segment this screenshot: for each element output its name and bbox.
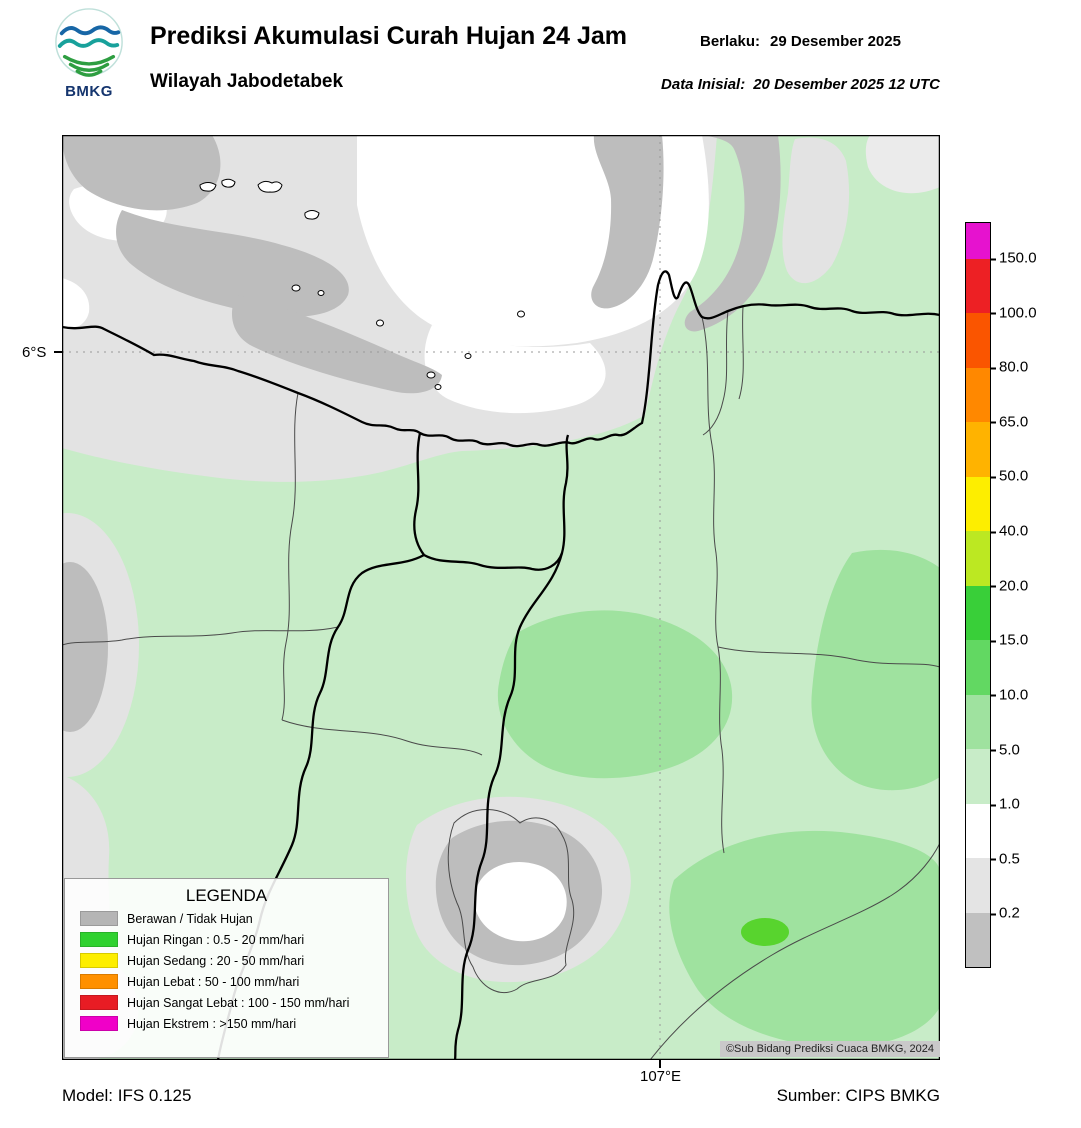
colorbar-segment (966, 803, 990, 859)
colorbar-segment (966, 476, 990, 532)
colorbar-segment (966, 313, 990, 368)
legend-label: Hujan Sangat Lebat : 100 - 150 mm/hari (127, 995, 350, 1010)
legend-item: Hujan Ringan : 0.5 - 20 mm/hari (65, 932, 388, 947)
map-legend: LEGENDA Berawan / Tidak Hujan Hujan Ring… (64, 878, 389, 1058)
page-title: Prediksi Akumulasi Curah Hujan 24 Jam (150, 22, 628, 50)
colorbar-segment (966, 258, 990, 314)
colorbar-segment (966, 223, 990, 259)
colorbar-segments (966, 223, 990, 967)
model-label: Model: IFS 0.125 (62, 1086, 192, 1105)
colorbar-ticks: 150.0 100.0 80.0 65.0 50.0 40.0 20.0 15.0 10.0 5.… (989, 222, 1059, 968)
rainfall-map (62, 135, 940, 1060)
colorbar-tick-label: 0.5 (990, 850, 1020, 868)
colorbar-tick-label: 100.0 (990, 304, 1037, 322)
legend-label: Hujan Lebat : 50 - 100 mm/hari (127, 974, 300, 989)
legend-item: Berawan / Tidak Hujan (65, 911, 388, 926)
colorbar-tick-label: 10.0 (989, 686, 1029, 704)
longitude-tick (659, 1060, 661, 1068)
legend-swatch-gray (80, 911, 118, 926)
legend-label: Berawan / Tidak Hujan (127, 911, 253, 926)
colorbar-tick-label: 80.0 (989, 358, 1029, 376)
legend-item: Hujan Sedang : 20 - 50 mm/hari (65, 953, 388, 968)
init-date: Data Inisial: 20 Desember 2025 12 UTC (661, 76, 940, 93)
longitude-label: 107°E (640, 1068, 682, 1085)
bmkg-logo-icon (55, 8, 123, 77)
colorbar-tick-label: 20.0 (989, 577, 1029, 595)
colorbar-segment (966, 640, 990, 695)
bmkg-logo: BMKG (48, 6, 130, 100)
colorbar-tick-label: 40.0 (989, 522, 1029, 540)
legend-swatch-yellow (80, 953, 118, 968)
valid-date-value: 29 Desember 2025 (770, 33, 901, 50)
legend-label: Hujan Ekstrem : >150 mm/hari (127, 1016, 297, 1031)
colorbar-segment (966, 585, 990, 641)
colorbar-tick-label: 15.0 (989, 631, 1029, 649)
colorbar-tick-label: 5.0 (990, 741, 1020, 759)
init-date-label: Data Inisial: (661, 76, 746, 93)
legend-item: Hujan Sangat Lebat : 100 - 150 mm/hari (65, 995, 388, 1010)
colorbar-segment (966, 694, 990, 750)
colorbar-segment (966, 422, 990, 477)
colorbar-segment (966, 531, 990, 586)
colorbar-tick-label: 50.0 (989, 467, 1029, 485)
colorbar-tick-label: 150.0 (990, 249, 1037, 267)
legend-item: Hujan Lebat : 50 - 100 mm/hari (65, 974, 388, 989)
colorbar-segment (966, 367, 990, 423)
colorbar-segment (966, 749, 990, 804)
legend-swatch-orange (80, 974, 118, 989)
legend-swatch-red (80, 995, 118, 1010)
legend-item: Hujan Ekstrem : >150 mm/hari (65, 1016, 388, 1031)
colorbar-segment (966, 912, 990, 967)
legend-swatch-green (80, 932, 118, 947)
legend-swatch-magenta (80, 1016, 118, 1031)
valid-date: Berlaku: 29 Desember 2025 (700, 33, 901, 50)
colorbar-tick-label: 0.2 (990, 904, 1020, 922)
legend-title: LEGENDA (185, 886, 268, 905)
valid-date-label: Berlaku: (700, 33, 761, 50)
copyright-note: ©Sub Bidang Prediksi Cuaca BMKG, 2024 (719, 1041, 940, 1057)
legend-label: Hujan Sedang : 20 - 50 mm/hari (127, 953, 305, 968)
rainfall-map-canvas (62, 135, 940, 1060)
colorbar-tick-label: 65.0 (989, 413, 1029, 431)
init-date-value: 20 Desember 2025 12 UTC (753, 76, 940, 93)
legend-label: Hujan Ringan : 0.5 - 20 mm/hari (127, 932, 305, 947)
region-subtitle: Wilayah Jabodetabek (150, 71, 344, 92)
bmkg-logo-label: BMKG (65, 83, 113, 100)
colorbar-tick-label: 1.0 (990, 795, 1020, 813)
colorbar-segment (966, 858, 990, 913)
latitude-tick (54, 351, 62, 353)
source-label: Sumber: CIPS BMKG (776, 1086, 940, 1105)
latitude-label: 6°S (22, 344, 47, 361)
colorbar (965, 222, 991, 968)
